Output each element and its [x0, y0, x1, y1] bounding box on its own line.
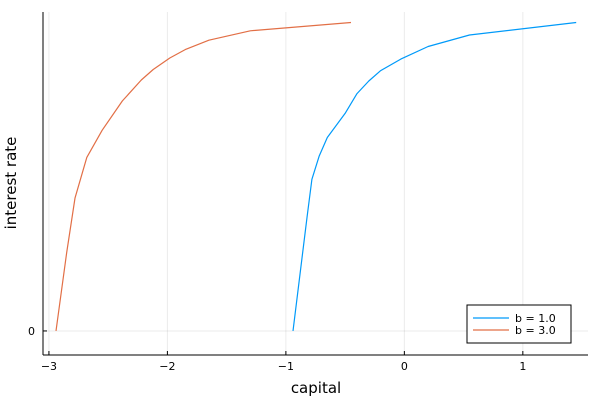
legend-box	[466, 304, 572, 344]
x-axis-label: capital	[291, 379, 341, 397]
x-tick-label: 1	[519, 360, 526, 373]
legend-entry-b1: b = 1.0	[515, 312, 556, 325]
y-axis-label: interest rate	[2, 137, 20, 230]
x-gridlines	[48, 12, 524, 355]
legend: b = 1.0 b = 3.0	[466, 304, 572, 344]
y-tick-label: 0	[28, 325, 35, 338]
x-tick-label: −1	[278, 360, 294, 373]
series-layer	[55, 21, 577, 331]
y-axis-ticks: 0	[28, 325, 47, 338]
series-line-b3	[55, 21, 352, 331]
x-tick-label: −3	[41, 360, 57, 373]
legend-entry-b3: b = 3.0	[515, 324, 556, 337]
x-tick-label: −2	[159, 360, 175, 373]
series-line-b1	[292, 21, 577, 331]
x-tick-label: 0	[401, 360, 408, 373]
x-axis-ticks: −3 −2 −1 0 1	[41, 351, 526, 373]
